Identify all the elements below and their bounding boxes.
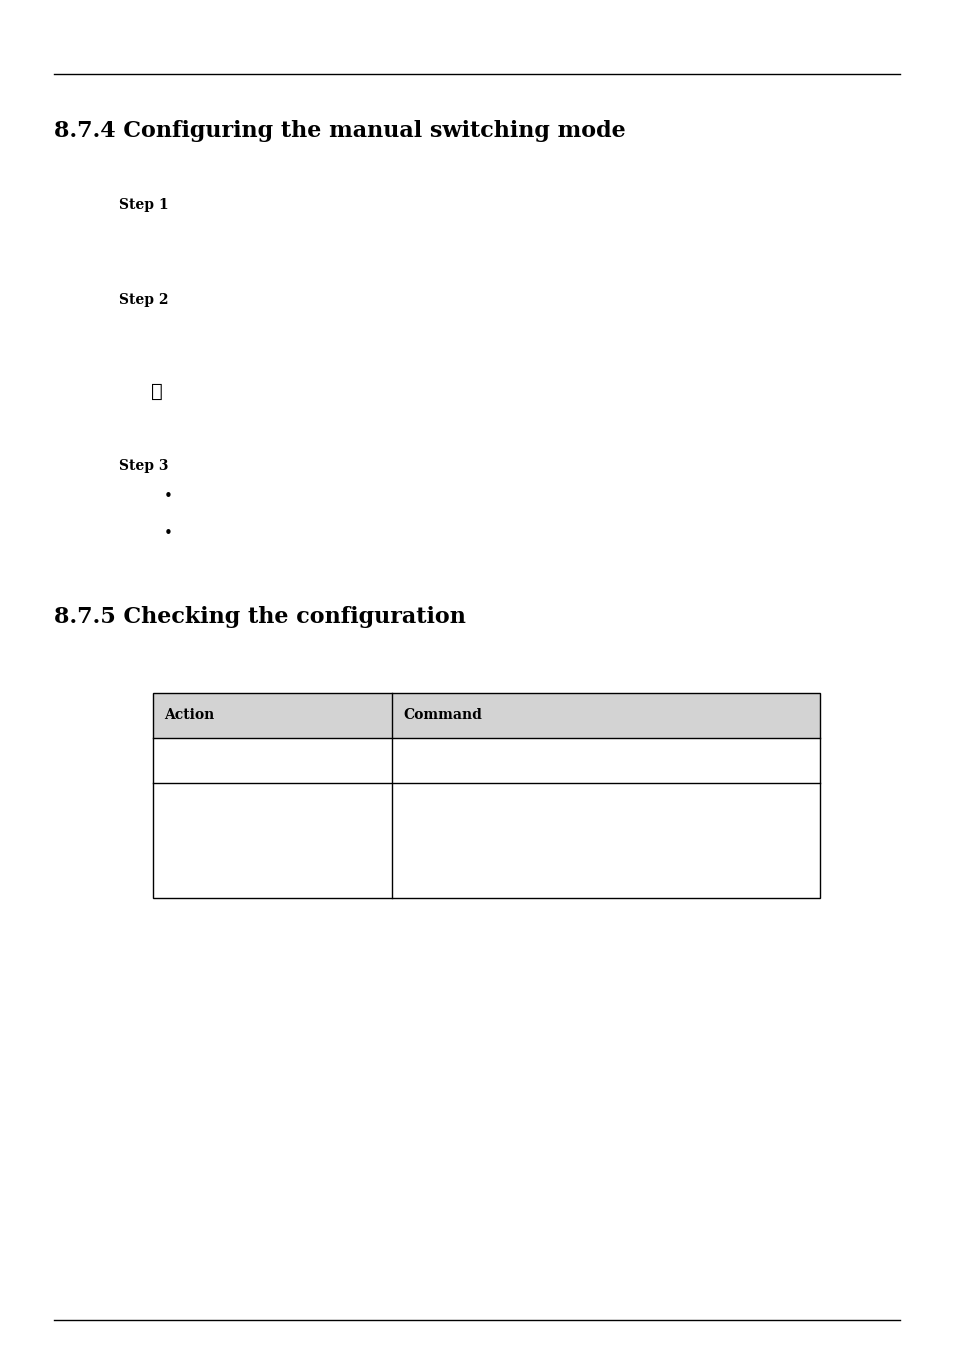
Text: Action: Action [164, 709, 214, 722]
Bar [152, 693, 820, 737]
Text: Step 3: Step 3 [119, 459, 169, 472]
Text: Command: Command [403, 709, 481, 722]
Text: 📖: 📖 [151, 382, 162, 401]
Bar [152, 693, 820, 898]
Text: Step 2: Step 2 [119, 293, 169, 306]
Text: •: • [164, 525, 172, 541]
Text: Step 1: Step 1 [119, 198, 169, 212]
Text: 8.7.4 Configuring the manual switching mode: 8.7.4 Configuring the manual switching m… [54, 120, 625, 142]
Text: •: • [164, 489, 172, 505]
Text: 8.7.5 Checking the configuration: 8.7.5 Checking the configuration [54, 606, 466, 628]
